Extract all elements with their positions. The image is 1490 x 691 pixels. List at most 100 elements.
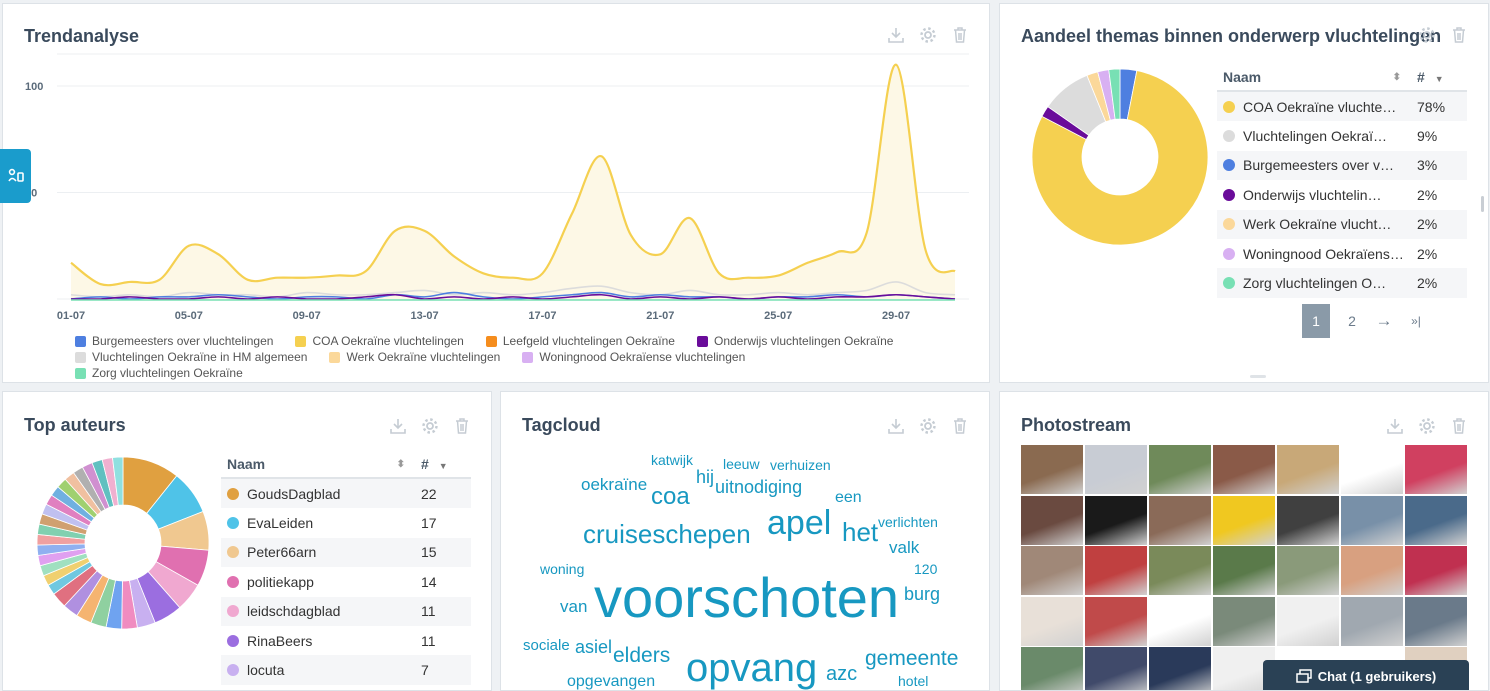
tag-word[interactable]: hij <box>696 467 715 487</box>
photo-thumbnail[interactable] <box>1021 647 1083 690</box>
gear-icon[interactable] <box>421 417 439 435</box>
photo-thumbnail[interactable] <box>1213 495 1275 545</box>
table-row[interactable]: Werk Oekraïne vlucht… 2% <box>1217 209 1467 239</box>
tag-word[interactable]: cruiseschepen <box>583 519 751 549</box>
tag-word[interactable]: elders <box>613 644 671 667</box>
photo-thumbnail[interactable] <box>1149 647 1211 690</box>
tag-word[interactable]: valk <box>889 538 920 557</box>
table-row[interactable]: Vluchtelingen Oekraï… 9% <box>1217 121 1467 150</box>
scrollbar[interactable] <box>1481 196 1484 212</box>
legend-item[interactable]: Vluchtelingen Oekraïne in HM algemeen <box>75 349 307 365</box>
photo-thumbnail[interactable] <box>1021 495 1083 545</box>
trash-icon[interactable] <box>453 417 471 435</box>
table-row[interactable]: Burgemeesters over v… 3% <box>1217 150 1467 181</box>
photo-thumbnail[interactable] <box>1149 445 1211 494</box>
photo-thumbnail[interactable] <box>1341 596 1403 646</box>
photo-thumbnail[interactable] <box>1213 445 1275 494</box>
page-2-button[interactable]: 2 <box>1348 313 1356 329</box>
photo-thumbnail[interactable] <box>1085 495 1147 545</box>
photo-thumbnail[interactable] <box>1021 546 1083 595</box>
photo-thumbnail[interactable] <box>1277 495 1339 545</box>
gear-icon[interactable] <box>1418 26 1436 44</box>
header-count[interactable]: # ▼ <box>421 456 448 472</box>
gear-icon[interactable] <box>919 417 937 435</box>
table-row[interactable]: locuta 7 <box>221 655 471 685</box>
tag-word[interactable]: opgevangen <box>567 673 656 690</box>
trash-icon[interactable] <box>1450 417 1468 435</box>
resize-handle[interactable] <box>1250 375 1266 378</box>
table-row[interactable]: leidschdagblad 11 <box>221 596 471 626</box>
legend-item[interactable]: Onderwijs vluchtelingen Oekraïne <box>696 333 893 349</box>
photo-thumbnail[interactable] <box>1085 596 1147 646</box>
table-row[interactable]: COA Oekraïne vluchte… 78% <box>1217 92 1467 122</box>
tag-word[interactable]: opvang <box>686 646 818 690</box>
chat-button[interactable]: Chat (1 gebruikers) <box>1263 660 1469 690</box>
tag-word[interactable]: asiel <box>575 637 613 657</box>
trash-icon[interactable] <box>951 417 969 435</box>
tag-word[interactable]: 120 <box>914 561 938 577</box>
tag-word[interactable]: oekraïne <box>581 475 648 494</box>
photo-thumbnail[interactable] <box>1341 495 1403 545</box>
tag-word[interactable]: het <box>842 517 879 547</box>
legend-item[interactable]: Burgemeesters over vluchtelingen <box>75 333 273 349</box>
photo-thumbnail[interactable] <box>1149 495 1211 545</box>
last-page-button[interactable]: »| <box>1411 314 1421 328</box>
tag-word[interactable]: verlichten <box>878 514 938 530</box>
table-row[interactable]: GoudsDagblad 22 <box>221 479 471 509</box>
photo-thumbnail[interactable] <box>1405 596 1467 646</box>
table-row[interactable]: Peter66arn 15 <box>221 537 471 568</box>
gear-icon[interactable] <box>1418 417 1436 435</box>
tag-word[interactable]: azc <box>826 663 858 685</box>
legend-item[interactable]: COA Oekraïne vluchtelingen <box>295 333 464 349</box>
photo-thumbnail[interactable] <box>1021 596 1083 646</box>
photo-thumbnail[interactable] <box>1341 546 1403 595</box>
tag-word[interactable]: verhuizen <box>770 457 831 473</box>
legend-item[interactable]: Leefgeld vluchtelingen Oekraïne <box>485 333 675 349</box>
photo-thumbnail[interactable] <box>1405 546 1467 595</box>
table-row[interactable]: Zorg vluchtelingen O… 2% <box>1217 268 1467 298</box>
photo-thumbnail[interactable] <box>1341 445 1403 494</box>
photo-thumbnail[interactable] <box>1405 445 1467 494</box>
photo-thumbnail[interactable] <box>1085 445 1147 494</box>
table-row[interactable]: Onderwijs vluchtelin… 2% <box>1217 180 1467 209</box>
download-icon[interactable] <box>1386 417 1404 435</box>
legend-item[interactable]: Werk Oekraïne vluchtelingen <box>329 349 500 365</box>
table-row[interactable]: politiekapp 14 <box>221 567 471 596</box>
photo-thumbnail[interactable] <box>1213 546 1275 595</box>
table-row[interactable]: RinaBeers 11 <box>221 626 471 655</box>
gear-icon[interactable] <box>919 26 937 44</box>
next-page-button[interactable]: → <box>1375 311 1393 330</box>
photo-thumbnail[interactable] <box>1085 546 1147 595</box>
legend-item[interactable]: Woningnood Oekraïense vluchtelingen <box>522 349 745 365</box>
photo-thumbnail[interactable] <box>1149 596 1211 646</box>
download-icon[interactable] <box>887 417 905 435</box>
tag-word[interactable]: apel <box>767 504 832 542</box>
trash-icon[interactable] <box>1450 26 1468 44</box>
tag-word[interactable]: leeuw <box>723 456 760 472</box>
tag-word[interactable]: uitnodiging <box>715 477 803 497</box>
legend-item[interactable]: Zorg vluchtelingen Oekraïne <box>75 365 243 381</box>
photo-thumbnail[interactable] <box>1021 445 1083 494</box>
photo-thumbnail[interactable] <box>1277 445 1339 494</box>
tag-word[interactable]: een <box>835 489 862 506</box>
tag-word[interactable]: burg <box>904 584 941 604</box>
table-row[interactable]: Woningnood Oekraïens… 2% <box>1217 239 1467 268</box>
tag-word[interactable]: van <box>560 597 588 616</box>
tag-word[interactable]: sociale <box>523 637 570 654</box>
photo-thumbnail[interactable] <box>1277 596 1339 646</box>
trash-icon[interactable] <box>951 26 969 44</box>
photo-thumbnail[interactable] <box>1277 546 1339 595</box>
tag-word[interactable]: hotel <box>898 673 929 689</box>
page-1-button[interactable]: 1 <box>1302 304 1330 338</box>
photo-thumbnail[interactable] <box>1149 546 1211 595</box>
photo-thumbnail[interactable] <box>1405 495 1467 545</box>
download-icon[interactable] <box>887 26 905 44</box>
photo-thumbnail[interactable] <box>1213 596 1275 646</box>
side-share-tab[interactable] <box>0 149 31 203</box>
header-name[interactable]: Naam ⬍ <box>1223 69 1401 85</box>
header-count[interactable]: # ▼ <box>1417 69 1444 85</box>
tag-word[interactable]: woning <box>540 561 585 577</box>
tag-word[interactable]: gemeente <box>865 647 959 670</box>
tag-word[interactable]: coa <box>651 483 690 510</box>
tag-word[interactable]: voorschoten <box>594 566 900 629</box>
